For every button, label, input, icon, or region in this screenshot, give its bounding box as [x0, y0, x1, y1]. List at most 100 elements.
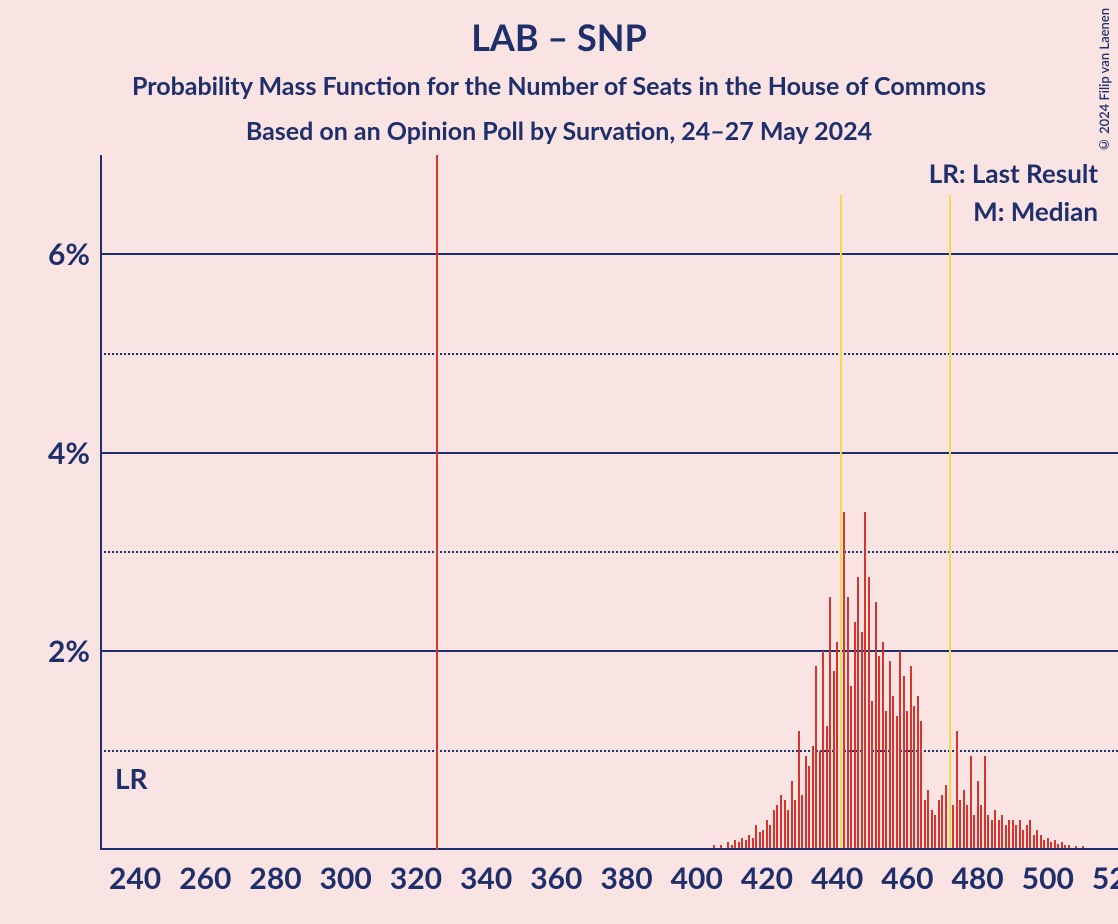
- pmf-bar: [829, 597, 831, 848]
- y-axis-label: 4%: [48, 435, 90, 471]
- pmf-bar: [878, 656, 880, 848]
- y-axis-label: 2%: [48, 633, 90, 669]
- pmf-bar: [847, 597, 849, 848]
- pmf-bar: [773, 810, 775, 848]
- pmf-bar: [871, 701, 873, 848]
- x-axis-label: 280: [249, 860, 301, 896]
- x-axis-label: 440: [811, 860, 863, 896]
- x-axis-label: 520: [1092, 860, 1118, 896]
- pmf-bar: [913, 706, 915, 848]
- lr-label: LR: [115, 761, 148, 795]
- pmf-bar: [850, 686, 852, 848]
- pmf-bar: [741, 838, 743, 848]
- pmf-bar: [864, 512, 866, 848]
- pmf-bar: [882, 642, 884, 849]
- chart-subtitle-2: Based on an Opinion Poll by Survation, 2…: [0, 101, 1118, 146]
- pmf-bar: [1019, 820, 1021, 848]
- y-axis-label: 6%: [48, 236, 90, 272]
- pmf-bar: [787, 810, 789, 848]
- pmf-bar: [920, 721, 922, 848]
- pmf-bar: [910, 666, 912, 848]
- pmf-bar: [959, 800, 961, 848]
- x-axis-label: 480: [951, 860, 1003, 896]
- pmf-bar: [745, 840, 747, 848]
- pmf-bar: [1008, 820, 1010, 848]
- pmf-bar: [998, 820, 1000, 848]
- pmf-bar: [854, 622, 856, 848]
- pmf-bar: [1033, 835, 1035, 848]
- pmf-bar: [896, 716, 898, 848]
- grid-minor-line: [100, 551, 1118, 553]
- legend: LR: Last Result M: Median: [929, 157, 1098, 233]
- pmf-bar: [843, 512, 845, 848]
- pmf-bar: [822, 651, 824, 848]
- pmf-bar: [776, 805, 778, 848]
- pmf-bar: [798, 731, 800, 848]
- plot-area: LR: Last Result M: Median 2%4%6%LR: [100, 155, 1118, 850]
- pmf-bar: [794, 800, 796, 848]
- pmf-bar: [906, 711, 908, 848]
- pmf-bar: [1036, 830, 1038, 848]
- pmf-bar: [1068, 845, 1070, 848]
- pmf-bar: [956, 731, 958, 848]
- pmf-bar: [727, 842, 729, 848]
- pmf-bar: [885, 711, 887, 848]
- pmf-bar: [791, 781, 793, 849]
- pmf-bar: [808, 766, 810, 848]
- pmf-bar: [762, 830, 764, 848]
- pmf-bar: [769, 825, 771, 848]
- pmf-bar: [889, 661, 891, 848]
- pmf-bar: [1001, 815, 1003, 848]
- pmf-bar: [1054, 840, 1056, 848]
- x-axis-label: 400: [671, 860, 723, 896]
- pmf-bar: [1064, 845, 1066, 848]
- x-axis-label: 460: [881, 860, 933, 896]
- pmf-bar: [731, 845, 733, 848]
- pmf-bar: [1005, 825, 1007, 848]
- x-axis-label: 500: [1022, 860, 1074, 896]
- pmf-bar: [812, 746, 814, 848]
- pmf-bar: [980, 805, 982, 848]
- x-axis-label: 260: [179, 860, 231, 896]
- pmf-bar: [938, 800, 940, 848]
- pmf-bar: [738, 842, 740, 848]
- pmf-bar: [970, 756, 972, 848]
- pmf-bar: [1012, 820, 1014, 848]
- pmf-bar: [1050, 842, 1052, 848]
- pmf-bar: [1026, 825, 1028, 848]
- x-axis-label: 240: [109, 860, 161, 896]
- pmf-bar: [945, 785, 947, 848]
- pmf-bar: [984, 756, 986, 848]
- pmf-bar: [752, 838, 754, 848]
- pmf-bar: [1061, 842, 1063, 848]
- pmf-bar: [875, 602, 877, 848]
- grid-minor-line: [100, 353, 1118, 355]
- copyright-text: © 2024 Filip van Laenen: [1096, 8, 1112, 153]
- grid-minor-line: [100, 750, 1118, 752]
- legend-m: M: Median: [929, 195, 1098, 227]
- pmf-bar: [987, 815, 989, 848]
- pmf-bar: [1015, 825, 1017, 848]
- pmf-bar: [815, 666, 817, 848]
- pmf-bar: [868, 577, 870, 848]
- pmf-bar: [1022, 830, 1024, 848]
- pmf-bar: [734, 840, 736, 848]
- pmf-bar: [941, 795, 943, 848]
- x-axis-label: 340: [460, 860, 512, 896]
- pmf-bar: [1082, 846, 1084, 848]
- grid-major-line: [100, 650, 1118, 652]
- x-axis-label: 300: [320, 860, 372, 896]
- pmf-bar: [952, 805, 954, 848]
- y-axis: [100, 155, 102, 850]
- pmf-bar: [713, 845, 715, 848]
- pmf-bar: [780, 795, 782, 848]
- pmf-bar: [720, 845, 722, 848]
- pmf-bar: [931, 810, 933, 848]
- x-axis: [100, 848, 1118, 850]
- pmf-bar: [805, 756, 807, 848]
- pmf-bar: [903, 676, 905, 848]
- pmf-bar: [973, 815, 975, 848]
- pmf-bar: [1075, 846, 1077, 848]
- pmf-bar: [977, 781, 979, 849]
- pmf-bar: [924, 800, 926, 848]
